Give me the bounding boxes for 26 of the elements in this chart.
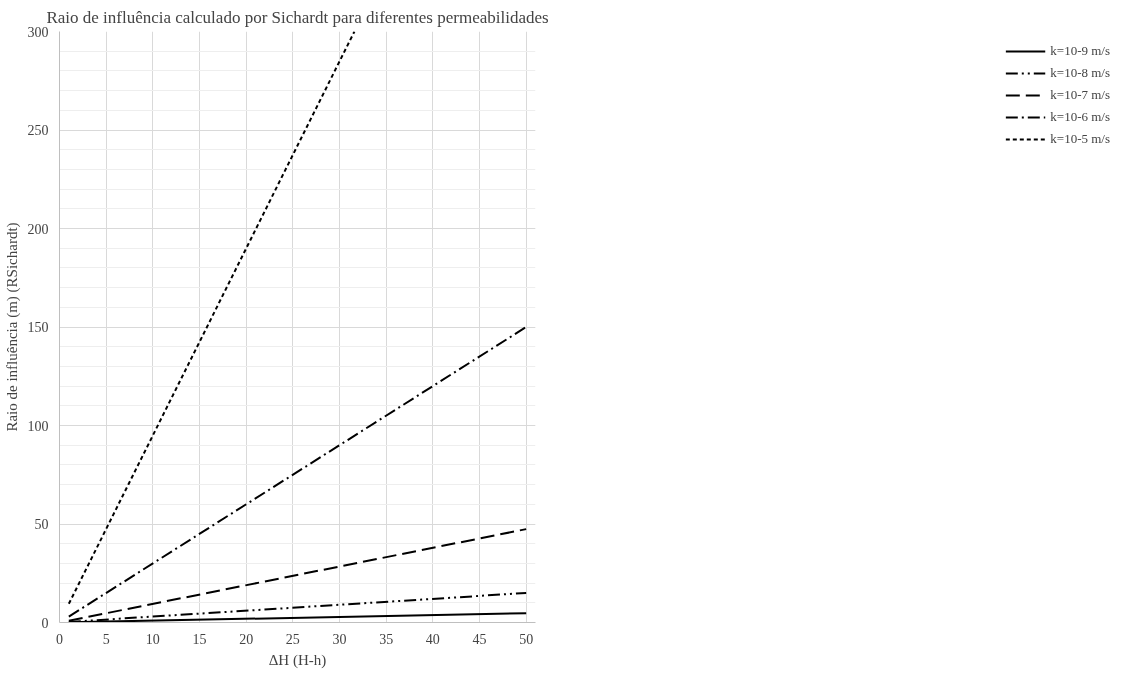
y-tick-label: 200	[27, 221, 49, 237]
x-tick-label: 10	[145, 631, 160, 647]
y-tick-label: 100	[27, 418, 49, 434]
x-tick-label: 15	[192, 631, 207, 647]
y-tick-label: 0	[41, 615, 49, 631]
x-tick-label: 25	[285, 631, 300, 647]
legend-label: k=10-7 m/s	[1050, 87, 1110, 103]
legend-label: k=10-9 m/s	[1050, 43, 1110, 59]
x-tick-label: 45	[472, 631, 487, 647]
x-tick-label: 20	[239, 631, 254, 647]
legend-label: k=10-5 m/s	[1050, 131, 1110, 147]
x-tick-label: 30	[332, 631, 347, 647]
legend-label: k=10-8 m/s	[1050, 65, 1110, 81]
x-axis-title: ΔH (H-h)	[268, 651, 327, 669]
x-tick-label: 5	[102, 631, 110, 647]
x-tick-label: 50	[519, 631, 534, 647]
chart-title: Raio de influência calculado por Sichardt para diferentes permeabilidades	[46, 7, 549, 27]
x-tick-label: 35	[379, 631, 394, 647]
y-tick-label: 50	[34, 517, 49, 532]
x-tick-label: 0	[56, 631, 63, 647]
y-tick-label: 250	[27, 123, 49, 138]
legend-label: k=10-6 m/s	[1050, 109, 1110, 125]
y-axis-title: Raio de influência (m) (RSichardt)	[3, 222, 21, 432]
y-tick-label: 300	[27, 24, 49, 40]
x-tick-label: 40	[425, 631, 440, 647]
y-tick-label: 150	[27, 320, 49, 335]
